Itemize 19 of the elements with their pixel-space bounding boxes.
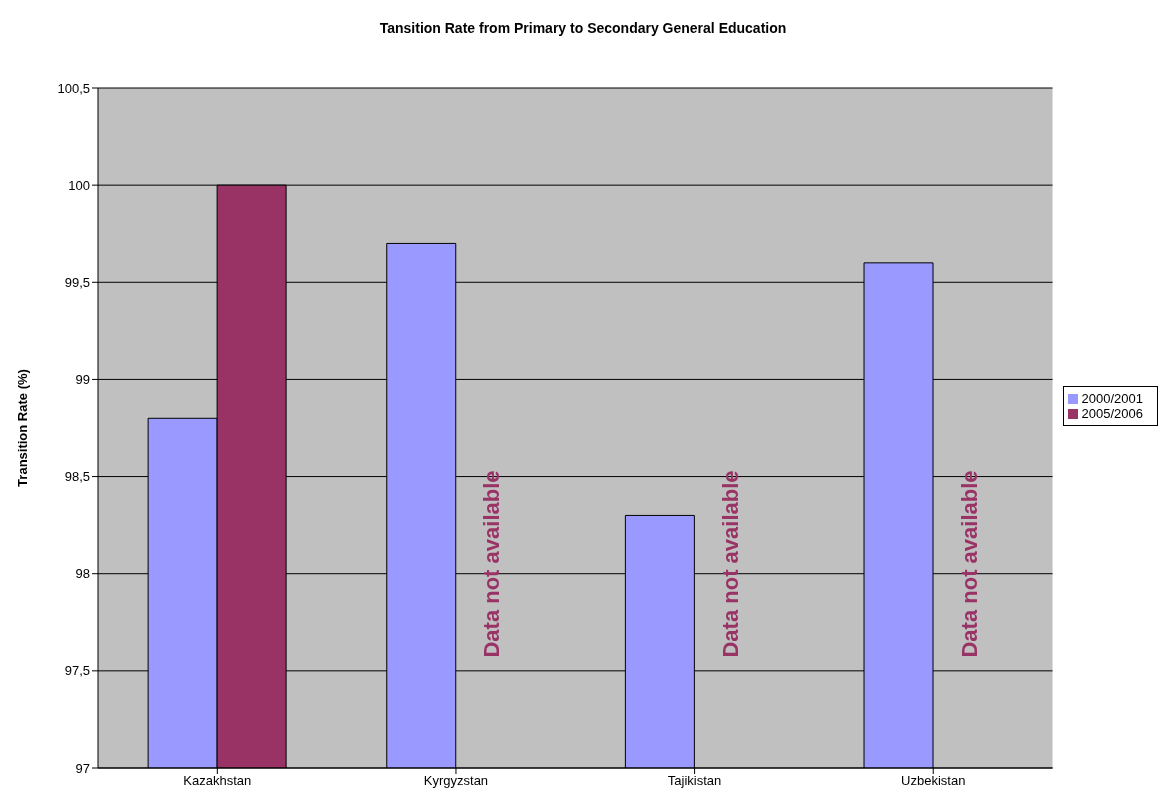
y-tick-label: 100,5	[57, 80, 90, 96]
annotation: Data not available	[956, 470, 982, 658]
x-tick-label: Kyrgyzstan	[423, 773, 489, 789]
y-tick-label: 99	[75, 372, 90, 388]
chart-title: Tansition Rate from Primary to Secondary General Education	[378, 20, 788, 36]
annotation: Data not available	[479, 470, 505, 658]
x-tick-label: Tajikistan	[667, 773, 722, 789]
y-tick-label: 98	[75, 566, 90, 582]
legend-label: 2005/2006	[1081, 405, 1143, 421]
y-tick-label: 99,5	[64, 274, 90, 290]
annotation: Data not available	[718, 470, 744, 658]
x-tick-label: Uzbekistan	[901, 773, 966, 789]
y-tick-label: 100	[68, 177, 90, 193]
y-tick-label: 97,5	[64, 663, 90, 679]
x-tick-label: Kazakhstan	[183, 773, 252, 789]
y-tick-label: 97	[75, 760, 90, 776]
y-axis-title: Transition Rate (%)	[14, 369, 30, 487]
y-tick-label: 98,5	[64, 469, 90, 485]
legend-label: 2000/2001	[1081, 390, 1143, 406]
